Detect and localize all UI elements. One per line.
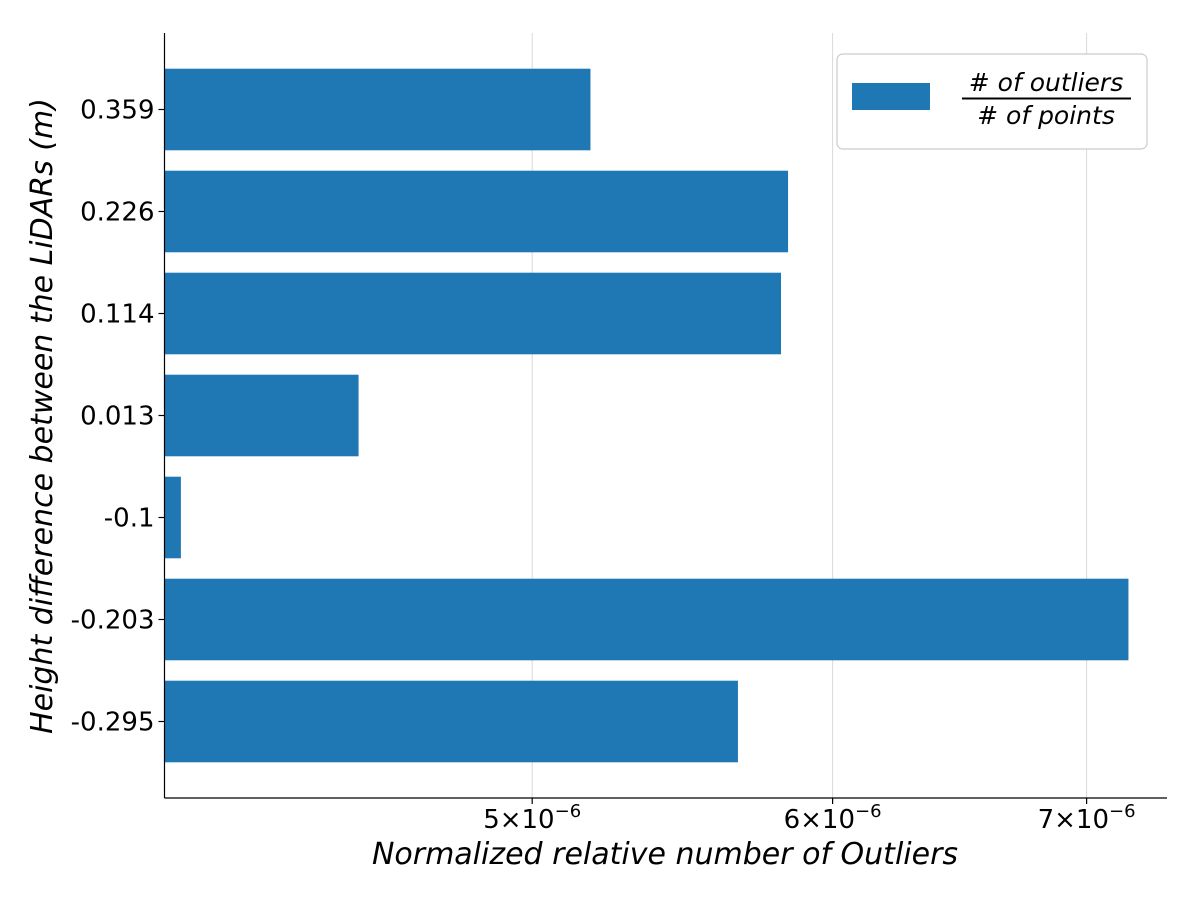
- bars: [164, 68, 1129, 763]
- bar-0.359: [164, 68, 591, 151]
- bar-0.114: [164, 272, 781, 355]
- y-tick-label-0.226: 0.226: [80, 198, 154, 228]
- y-tick-label-0.114: 0.114: [80, 300, 154, 330]
- legend-denominator: # of points: [977, 101, 1115, 130]
- x-tick-label-2: 7×10−6: [1038, 801, 1136, 835]
- y-tick-label-0.013: 0.013: [80, 402, 154, 432]
- y-axis-title: Height difference between the LiDARs (m): [25, 98, 60, 734]
- legend-frame: [836, 53, 1148, 150]
- legend-numerator: # of outliers: [969, 68, 1123, 97]
- bar-0.013: [164, 374, 359, 457]
- bar--0.1: [164, 476, 181, 559]
- y-tick-label--0.1: -0.1: [104, 504, 155, 534]
- bar--0.295: [164, 680, 738, 763]
- x-tick-labels: 5×10−6 6×10−6 7×10−6: [483, 798, 1136, 835]
- y-tick-label--0.295: -0.295: [71, 708, 155, 738]
- bar--0.203: [164, 578, 1129, 661]
- grid-lines: [531, 33, 1088, 798]
- y-tick-label--0.203: -0.203: [71, 606, 155, 636]
- x-tick-label-1: 6×10−6: [784, 801, 882, 835]
- x-axis-title: Normalized relative number of Outliers: [372, 837, 958, 872]
- y-tick-label-0.359: 0.359: [80, 96, 154, 126]
- legend: # of outliers # of points: [836, 53, 1148, 150]
- x-tick-label-0: 5×10−6: [483, 801, 581, 835]
- bar-0.226: [164, 170, 789, 253]
- y-tick-labels: 0.359 0.226 0.114 0.013 -0.1 -0.203 -0.295: [71, 96, 165, 738]
- legend-swatch: [852, 83, 930, 110]
